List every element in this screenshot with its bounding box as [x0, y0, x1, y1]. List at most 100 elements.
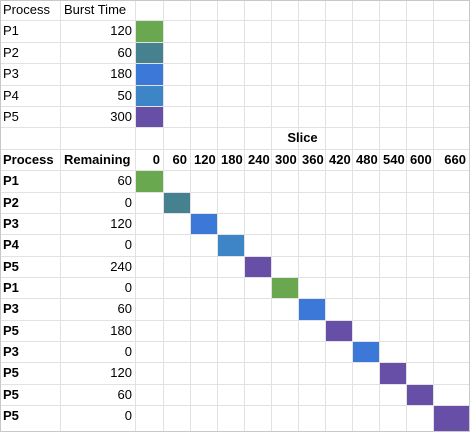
empty-cell[interactable]: [191, 278, 218, 299]
empty-cell[interactable]: [136, 193, 164, 214]
empty-cell[interactable]: [353, 299, 380, 321]
empty-cell[interactable]: [380, 214, 407, 235]
empty-cell[interactable]: [164, 0, 191, 21]
empty-cell[interactable]: [245, 406, 272, 432]
empty-cell[interactable]: [218, 64, 245, 86]
process-color-swatch[interactable]: [136, 86, 164, 107]
empty-cell[interactable]: [407, 257, 434, 278]
empty-cell[interactable]: [380, 171, 407, 193]
slice-header-360[interactable]: 360: [299, 150, 326, 171]
empty-cell[interactable]: [353, 257, 380, 278]
empty-cell[interactable]: [136, 299, 164, 321]
slice-header-600[interactable]: 600: [407, 150, 434, 171]
schedule-process-cell[interactable]: P5: [0, 257, 61, 278]
process-color-swatch[interactable]: [136, 21, 164, 43]
empty-cell[interactable]: [272, 193, 299, 214]
empty-cell[interactable]: [407, 0, 434, 21]
empty-cell[interactable]: [164, 235, 191, 257]
empty-cell[interactable]: [272, 43, 299, 64]
empty-cell[interactable]: [353, 406, 380, 432]
empty-cell[interactable]: [299, 43, 326, 64]
burst-time-cell[interactable]: 50: [61, 86, 136, 107]
empty-cell[interactable]: [326, 363, 353, 385]
slice-header-420[interactable]: 420: [326, 150, 353, 171]
empty-cell[interactable]: [434, 235, 470, 257]
empty-cell[interactable]: [299, 385, 326, 406]
empty-cell[interactable]: [272, 299, 299, 321]
empty-cell[interactable]: [380, 321, 407, 342]
empty-cell[interactable]: [164, 171, 191, 193]
empty-cell[interactable]: [407, 363, 434, 385]
empty-cell[interactable]: [353, 321, 380, 342]
empty-cell[interactable]: [326, 21, 353, 43]
empty-cell[interactable]: [191, 363, 218, 385]
empty-cell[interactable]: [272, 64, 299, 86]
empty-cell[interactable]: [380, 43, 407, 64]
schedule-remaining-cell[interactable]: 120: [61, 214, 136, 235]
empty-cell[interactable]: [407, 21, 434, 43]
empty-cell[interactable]: [299, 257, 326, 278]
empty-cell[interactable]: [407, 86, 434, 107]
empty-cell[interactable]: [191, 299, 218, 321]
empty-cell[interactable]: [272, 363, 299, 385]
empty-cell[interactable]: [136, 257, 164, 278]
empty-cell[interactable]: [218, 0, 245, 21]
empty-cell[interactable]: [380, 235, 407, 257]
empty-cell[interactable]: [299, 86, 326, 107]
empty-cell[interactable]: [218, 193, 245, 214]
empty-cell[interactable]: [353, 171, 380, 193]
schedule-process-cell[interactable]: P4: [0, 235, 61, 257]
empty-cell[interactable]: [191, 0, 218, 21]
schedule-process-cell[interactable]: P5: [0, 363, 61, 385]
empty-cell[interactable]: [326, 385, 353, 406]
empty-cell[interactable]: [245, 86, 272, 107]
empty-cell[interactable]: [380, 86, 407, 107]
slice-header-480[interactable]: 480: [353, 150, 380, 171]
empty-cell[interactable]: [136, 278, 164, 299]
empty-cell[interactable]: [272, 321, 299, 342]
empty-cell[interactable]: [299, 214, 326, 235]
empty-cell[interactable]: [299, 21, 326, 43]
empty-cell[interactable]: [407, 342, 434, 363]
empty-cell[interactable]: [299, 171, 326, 193]
burst-process-cell[interactable]: P3: [0, 64, 61, 86]
empty-cell[interactable]: [353, 107, 380, 128]
empty-cell[interactable]: [136, 342, 164, 363]
empty-cell[interactable]: [434, 363, 470, 385]
empty-cell[interactable]: [380, 385, 407, 406]
empty-cell[interactable]: [218, 406, 245, 432]
empty-cell[interactable]: [353, 0, 380, 21]
empty-cell[interactable]: [218, 86, 245, 107]
slice-header-240[interactable]: 240: [245, 150, 272, 171]
empty-cell[interactable]: [434, 342, 470, 363]
empty-cell[interactable]: [136, 321, 164, 342]
empty-cell[interactable]: [191, 21, 218, 43]
empty-cell[interactable]: [326, 406, 353, 432]
schedule-process-cell[interactable]: P1: [0, 171, 61, 193]
empty-cell[interactable]: [380, 342, 407, 363]
empty-cell[interactable]: [434, 21, 470, 43]
gantt-block[interactable]: [218, 235, 245, 257]
burst-process-cell[interactable]: P2: [0, 43, 61, 64]
slice-header-660[interactable]: 660: [434, 150, 470, 171]
empty-cell[interactable]: [191, 257, 218, 278]
empty-cell[interactable]: [191, 86, 218, 107]
gantt-block[interactable]: [380, 363, 407, 385]
gantt-block[interactable]: [407, 385, 434, 406]
empty-cell[interactable]: [380, 21, 407, 43]
empty-cell[interactable]: [245, 107, 272, 128]
slice-header-0[interactable]: 0: [136, 150, 164, 171]
empty-cell[interactable]: [245, 299, 272, 321]
schedule-process-cell[interactable]: P3: [0, 214, 61, 235]
empty-cell[interactable]: [299, 193, 326, 214]
empty-cell[interactable]: [272, 214, 299, 235]
empty-cell[interactable]: [191, 321, 218, 342]
empty-cell[interactable]: [407, 321, 434, 342]
header-process-bold[interactable]: Process: [0, 150, 61, 171]
empty-cell[interactable]: [272, 171, 299, 193]
schedule-remaining-cell[interactable]: 0: [61, 193, 136, 214]
empty-cell[interactable]: [245, 64, 272, 86]
empty-cell[interactable]: [434, 107, 470, 128]
empty-cell[interactable]: [191, 107, 218, 128]
empty-cell[interactable]: [434, 321, 470, 342]
